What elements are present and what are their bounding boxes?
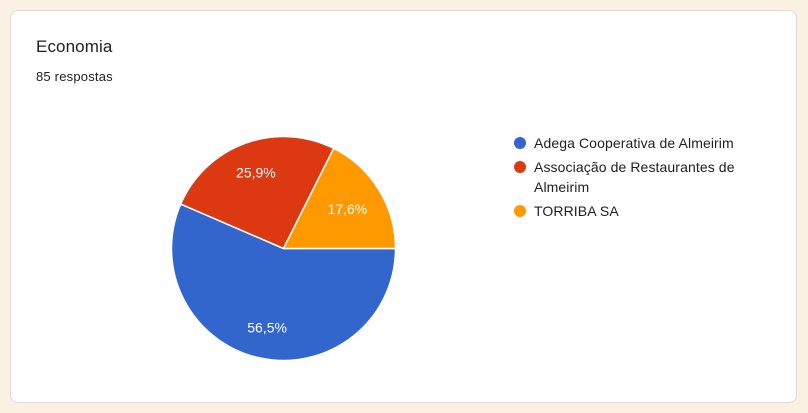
legend-dot-icon xyxy=(514,161,526,173)
pie-slice-1[interactable] xyxy=(179,135,335,250)
pie-slice-0[interactable] xyxy=(170,203,397,362)
legend-dot-icon xyxy=(514,205,526,217)
legend-label: TORRIBA SA xyxy=(534,203,619,219)
legend-item: Associação de Restaurantes de Almeirim xyxy=(514,157,782,197)
legend-label: Adega Cooperativa de Almeirim xyxy=(534,135,734,151)
pie-chart-area: 56,5% 25,9% 17,6% xyxy=(163,128,404,369)
question-title: Economia xyxy=(36,37,113,56)
pie-chart[interactable]: 56,5% 25,9% 17,6% xyxy=(163,128,404,369)
pie-slice-2[interactable] xyxy=(282,147,397,250)
legend-dot-icon xyxy=(514,137,526,149)
legend-item: Adega Cooperativa de Almeirim xyxy=(514,133,782,153)
pie-slice-label-0: 56,5% xyxy=(247,320,287,336)
chart-legend: Adega Cooperativa de Almeirim Associação… xyxy=(514,133,782,225)
pie-slice-label-2: 17,6% xyxy=(328,201,368,217)
pie-slice-label-1: 25,9% xyxy=(236,165,276,181)
responses-count: 85 respostas xyxy=(36,69,113,84)
legend-label: Associação de Restaurantes de Almeirim xyxy=(534,159,735,195)
legend-item: TORRIBA SA xyxy=(514,201,782,221)
summary-card: Economia 85 respostas 56,5% 25,9% 17,6% Ad… xyxy=(10,10,797,403)
